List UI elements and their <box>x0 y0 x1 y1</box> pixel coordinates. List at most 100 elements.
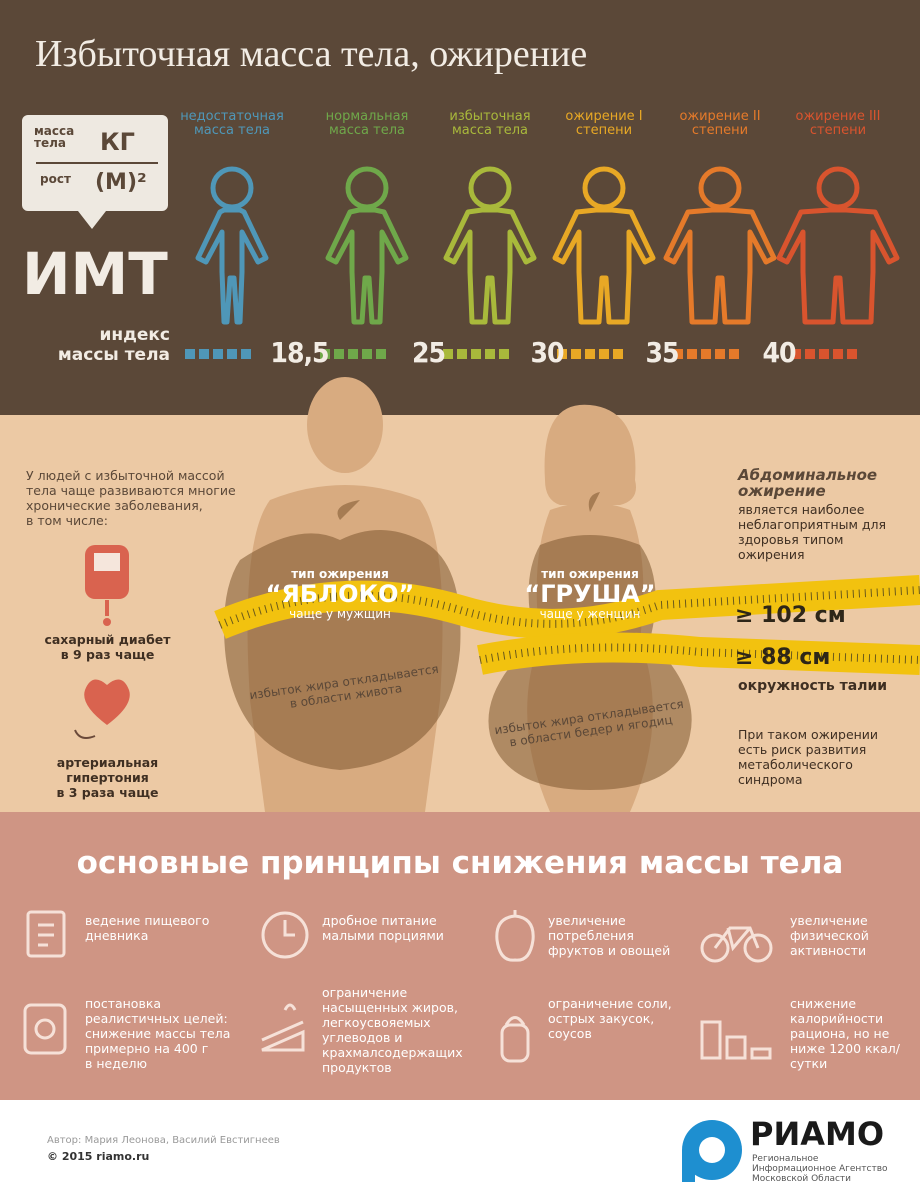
figure-body <box>443 207 537 325</box>
scale-square <box>819 349 829 359</box>
threshold: 18,5 <box>270 336 329 369</box>
figure-head <box>345 166 389 210</box>
figure-body <box>552 207 656 325</box>
scale-square <box>241 349 251 359</box>
logo-mark <box>682 1120 742 1182</box>
type-name: “ГРУША” <box>524 580 656 608</box>
category-label: избыточная масса тела <box>449 109 531 139</box>
principle-item: увеличение потребления фруктов и овощей <box>548 913 671 958</box>
scale-square <box>485 349 495 359</box>
principle-item: увеличение физической активности <box>790 913 869 958</box>
category-label: нормальная масса тела <box>325 109 409 139</box>
scale-square <box>613 349 623 359</box>
abdominal-title: Абдоминальное ожирение <box>738 466 878 500</box>
bmi-full: индекс массы тела <box>57 325 170 365</box>
type-note: чаще у женщин <box>539 607 641 621</box>
authors: Автор: Мария Леонова, Василий Евстигнеев <box>47 1135 280 1146</box>
scale-square <box>499 349 509 359</box>
measuring-tape-2 <box>477 632 920 675</box>
figure-head <box>698 166 742 210</box>
formula-height-unit: (М)² <box>95 170 147 195</box>
principle-item: ведение пищевого дневника <box>85 913 210 943</box>
principle-item: дробное питание малыми порциями <box>322 913 444 943</box>
threshold: 30 <box>530 336 564 369</box>
scale-square <box>715 349 725 359</box>
scale-square <box>557 349 567 359</box>
scale-square <box>805 349 815 359</box>
scale-square <box>348 349 358 359</box>
figure-body <box>776 207 900 325</box>
scale-square <box>599 349 609 359</box>
abdominal-risk: При таком ожирении есть риск развития ме… <box>738 727 879 787</box>
risk-intro: У людей с избыточной массой тела чаще ра… <box>26 468 236 528</box>
figure-body <box>195 207 269 325</box>
scale-square <box>471 349 481 359</box>
principle-icons <box>23 910 773 1063</box>
heart-icon <box>74 679 130 739</box>
principle-item: ограничение соли, острых закусок, соусов <box>548 996 672 1041</box>
type-title: тип ожирения <box>291 567 389 581</box>
scale-square <box>199 349 209 359</box>
scale-square <box>791 349 801 359</box>
principle-item: снижение калорийности рациона, но не ниж… <box>790 996 900 1071</box>
formula-bubble <box>22 115 168 229</box>
type-title: тип ожирения <box>541 567 639 581</box>
formula-mass: масса тела <box>34 124 75 150</box>
logo-text: РИАМО <box>750 1115 885 1153</box>
type-note: чаще у мужщин <box>289 607 391 621</box>
scale-square <box>833 349 843 359</box>
risk-item: сахарный диабет в 9 раз чаще <box>44 632 171 662</box>
scale-square <box>443 349 453 359</box>
threshold: 40 <box>762 336 796 369</box>
principle-item: постановка реалистичных целей: снижение … <box>85 996 231 1071</box>
scale-square <box>847 349 857 359</box>
scale-square <box>334 349 344 359</box>
glucometer-icon <box>85 545 129 626</box>
principles-title: основные принципы снижения массы тела <box>76 845 844 881</box>
formula-mass-unit: КГ <box>100 128 135 156</box>
scale-square <box>320 349 330 359</box>
waist-men: ≥ 102 см <box>735 603 846 628</box>
title: Избыточная масса тела, ожирение <box>35 33 588 75</box>
scale-square <box>457 349 467 359</box>
abdominal-text: является наиболее неблагоприятным для зд… <box>738 502 887 562</box>
scale-square <box>701 349 711 359</box>
scale-square <box>227 349 237 359</box>
tape-ticks-1 <box>218 586 920 629</box>
threshold: 35 <box>645 336 679 369</box>
category-label: ожирение II степени <box>679 109 761 139</box>
risk-item: артериальная гипертония в 3 раза чаще <box>56 755 159 800</box>
figure-head <box>816 166 860 210</box>
scale-square <box>673 349 683 359</box>
category-label: ожирение I степени <box>565 109 643 139</box>
waist-women: ≥ 88 см <box>735 645 831 670</box>
scale-square <box>571 349 581 359</box>
figure-head <box>468 166 512 210</box>
threshold: 25 <box>411 336 446 369</box>
scale-square <box>213 349 223 359</box>
category-label: недостаточная масса тела <box>180 109 284 139</box>
figure-body <box>663 207 777 325</box>
agency: Региональное Информационное Агентство Мо… <box>752 1154 888 1184</box>
formula-height: рост <box>40 172 71 186</box>
scale-square <box>687 349 697 359</box>
apple <box>224 500 461 770</box>
type-name: “ЯБЛОКО” <box>265 580 415 608</box>
category-label: ожирение III степени <box>795 109 881 139</box>
figure-body <box>325 207 409 325</box>
scale-square <box>729 349 739 359</box>
waist-label: окружность талии <box>738 678 888 694</box>
scale-square <box>185 349 195 359</box>
footer-section <box>0 1100 920 1200</box>
scale-square <box>376 349 386 359</box>
principle-item: ограничение насыщенных жиров, легкоусвоя… <box>322 985 463 1075</box>
bmi-abbr: ИМТ <box>22 240 168 308</box>
copyright: © 2015 riamo.ru <box>47 1150 150 1163</box>
figure-head <box>210 166 254 210</box>
figure-head <box>582 166 626 210</box>
scale-square <box>362 349 372 359</box>
